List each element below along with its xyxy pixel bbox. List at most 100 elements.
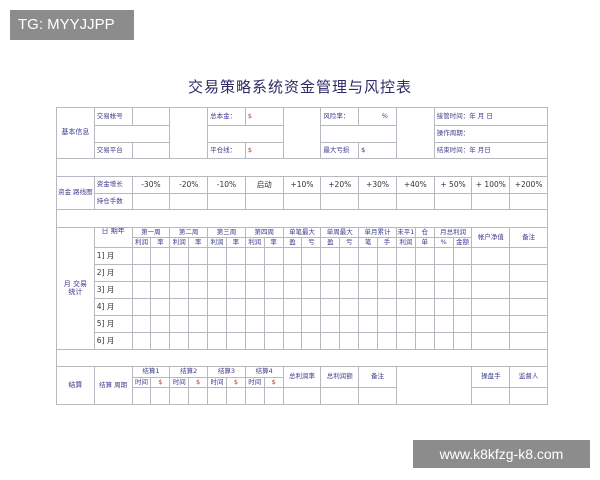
- data-cell[interactable]: [321, 333, 341, 350]
- data-cell[interactable]: [226, 299, 246, 316]
- max-loss-value[interactable]: $: [359, 143, 397, 159]
- positions-cell[interactable]: [245, 194, 284, 210]
- positions-cell[interactable]: [396, 194, 435, 210]
- data-cell[interactable]: [510, 282, 548, 299]
- platform-value[interactable]: [132, 143, 171, 159]
- data-cell[interactable]: [151, 299, 171, 316]
- data-cell[interactable]: [245, 333, 265, 350]
- data-cell[interactable]: [226, 282, 246, 299]
- data-cell[interactable]: [170, 265, 190, 282]
- data-cell[interactable]: [283, 248, 303, 265]
- data-cell[interactable]: [208, 265, 227, 282]
- data-cell[interactable]: [189, 282, 209, 299]
- data-cell[interactable]: [453, 282, 473, 299]
- data-cell[interactable]: [226, 333, 246, 350]
- data-cell[interactable]: [434, 248, 454, 265]
- data-cell[interactable]: [132, 299, 152, 316]
- data-cell[interactable]: [472, 299, 511, 316]
- data-cell[interactable]: [226, 316, 246, 333]
- data-cell[interactable]: [396, 282, 416, 299]
- data-cell[interactable]: [132, 282, 152, 299]
- data-cell[interactable]: [396, 333, 416, 350]
- data-cell[interactable]: [378, 333, 397, 350]
- data-cell[interactable]: [472, 265, 511, 282]
- data-cell[interactable]: [340, 333, 360, 350]
- data-cell[interactable]: [396, 299, 416, 316]
- positions-cell[interactable]: [132, 194, 171, 210]
- positions-cell[interactable]: [359, 194, 397, 210]
- data-cell[interactable]: [378, 282, 397, 299]
- data-cell[interactable]: [510, 265, 548, 282]
- data-cell[interactable]: [264, 316, 284, 333]
- data-cell[interactable]: [453, 299, 473, 316]
- data-cell[interactable]: [359, 316, 379, 333]
- data-cell[interactable]: [359, 248, 379, 265]
- data-cell[interactable]: [264, 265, 284, 282]
- data-cell[interactable]: [321, 299, 341, 316]
- data-cell[interactable]: [434, 282, 454, 299]
- data-cell[interactable]: [264, 282, 284, 299]
- data-cell[interactable]: [132, 265, 152, 282]
- data-cell[interactable]: [415, 265, 435, 282]
- data-cell[interactable]: [226, 248, 246, 265]
- data-cell[interactable]: [283, 265, 303, 282]
- data-cell[interactable]: [208, 248, 227, 265]
- data-cell[interactable]: [510, 316, 548, 333]
- data-cell[interactable]: [510, 299, 548, 316]
- settlement-amount-value[interactable]: [151, 388, 171, 405]
- data-cell[interactable]: [302, 299, 322, 316]
- settlement-amount-value[interactable]: [226, 388, 246, 405]
- data-cell[interactable]: [170, 333, 190, 350]
- data-cell[interactable]: [378, 316, 397, 333]
- total-profit-amount-value[interactable]: [321, 388, 360, 405]
- data-cell[interactable]: [132, 248, 152, 265]
- data-cell[interactable]: [151, 316, 171, 333]
- data-cell[interactable]: [208, 282, 227, 299]
- data-cell[interactable]: [189, 265, 209, 282]
- settlement-time-value[interactable]: [208, 388, 227, 405]
- data-cell[interactable]: [396, 248, 416, 265]
- data-cell[interactable]: [189, 333, 209, 350]
- data-cell[interactable]: [170, 316, 190, 333]
- data-cell[interactable]: [510, 248, 548, 265]
- data-cell[interactable]: [245, 299, 265, 316]
- data-cell[interactable]: [415, 316, 435, 333]
- close-line-value[interactable]: $: [245, 143, 284, 159]
- data-cell[interactable]: [415, 299, 435, 316]
- data-cell[interactable]: [245, 316, 265, 333]
- data-cell[interactable]: [415, 248, 435, 265]
- data-cell[interactable]: [283, 316, 303, 333]
- data-cell[interactable]: [151, 248, 171, 265]
- data-cell[interactable]: [283, 299, 303, 316]
- data-cell[interactable]: [378, 248, 397, 265]
- data-cell[interactable]: [340, 248, 360, 265]
- data-cell[interactable]: [434, 316, 454, 333]
- data-cell[interactable]: [245, 282, 265, 299]
- data-cell[interactable]: [359, 333, 379, 350]
- data-cell[interactable]: [415, 282, 435, 299]
- data-cell[interactable]: [302, 282, 322, 299]
- data-cell[interactable]: [472, 282, 511, 299]
- end-time[interactable]: 结束时间：年 月日: [434, 143, 548, 159]
- data-cell[interactable]: [245, 248, 265, 265]
- data-cell[interactable]: [208, 299, 227, 316]
- total-profit-rate-value[interactable]: [283, 388, 322, 405]
- data-cell[interactable]: [396, 316, 416, 333]
- data-cell[interactable]: [302, 316, 322, 333]
- trader-value[interactable]: [472, 388, 511, 405]
- data-cell[interactable]: [151, 282, 171, 299]
- data-cell[interactable]: [170, 299, 190, 316]
- data-cell[interactable]: [264, 299, 284, 316]
- data-cell[interactable]: [170, 248, 190, 265]
- data-cell[interactable]: [453, 265, 473, 282]
- data-cell[interactable]: [283, 333, 303, 350]
- data-cell[interactable]: [321, 282, 341, 299]
- data-cell[interactable]: [226, 265, 246, 282]
- settlement-time-value[interactable]: [132, 388, 152, 405]
- data-cell[interactable]: [340, 265, 360, 282]
- positions-cell[interactable]: [472, 194, 511, 210]
- data-cell[interactable]: [132, 316, 152, 333]
- takeover-time[interactable]: 接管时间：年 月 日: [434, 108, 548, 126]
- data-cell[interactable]: [264, 248, 284, 265]
- positions-cell[interactable]: [434, 194, 473, 210]
